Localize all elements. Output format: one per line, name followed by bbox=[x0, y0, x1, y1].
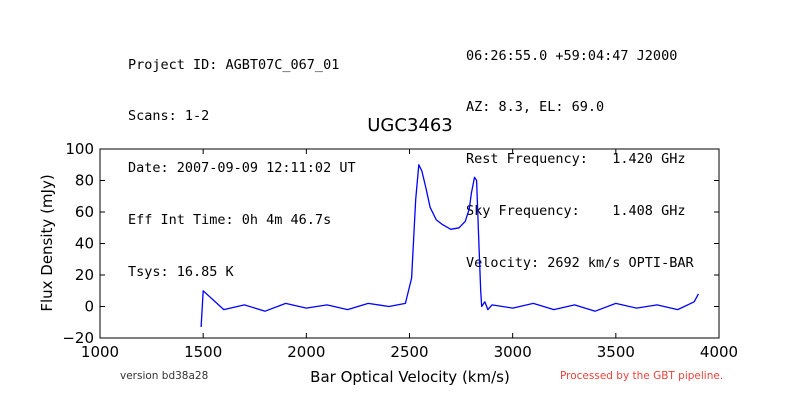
x-tick-label: 4000 bbox=[700, 343, 738, 361]
coordinates: 06:26:55.0 +59:04:47 J2000 bbox=[466, 47, 678, 64]
y-tick-label: 60 bbox=[75, 203, 94, 221]
velocity: Velocity: 2692 km/s OPTI-BAR bbox=[466, 255, 694, 272]
x-tick-label: 1000 bbox=[81, 343, 119, 361]
observation-metadata-left: Project ID: AGBT07C_067_01 Scans: 1-2 Da… bbox=[128, 22, 356, 316]
x-tick-label: 1500 bbox=[184, 343, 222, 361]
y-axis-label: Flux Density (mJy) bbox=[38, 174, 56, 311]
eff-int-time: Eff Int Time: 0h 4m 46.7s bbox=[128, 212, 332, 229]
x-tick-label: 2000 bbox=[287, 343, 325, 361]
observation-date: Date: 2007-09-09 12:11:02 UT bbox=[128, 160, 356, 177]
az-el: AZ: 8.3, EL: 69.0 bbox=[466, 99, 605, 116]
y-tick-label: −20 bbox=[62, 329, 94, 347]
x-tick-label: 3000 bbox=[494, 343, 532, 361]
pipeline-note: Processed by the GBT pipeline. bbox=[560, 370, 724, 382]
x-tick-label: 2500 bbox=[390, 343, 428, 361]
version-note: version bd38a28 bbox=[120, 370, 209, 382]
y-tick-label: 80 bbox=[75, 172, 94, 190]
rest-frequency: Rest Frequency: 1.420 GHz bbox=[466, 151, 686, 168]
y-tick-label: 40 bbox=[75, 235, 94, 253]
chart-title: UGC3463 bbox=[367, 115, 453, 136]
x-tick-label: 3500 bbox=[597, 343, 635, 361]
y-tick-label: 0 bbox=[84, 298, 94, 316]
sky-frequency: Sky Frequency: 1.408 GHz bbox=[466, 203, 686, 220]
x-axis-label: Bar Optical Velocity (km/s) bbox=[310, 368, 510, 386]
tsys: Tsys: 16.85 K bbox=[128, 264, 234, 281]
y-tick-label: 20 bbox=[75, 266, 94, 284]
project-id: Project ID: AGBT07C_067_01 bbox=[128, 56, 340, 73]
plot-frame bbox=[99, 148, 720, 339]
scans: Scans: 1-2 bbox=[128, 108, 210, 125]
observation-metadata-right: 06:26:55.0 +59:04:47 J2000 AZ: 8.3, EL: … bbox=[466, 13, 694, 307]
spectrum-series-line bbox=[200, 164, 699, 328]
y-tick-label: 100 bbox=[65, 140, 94, 158]
